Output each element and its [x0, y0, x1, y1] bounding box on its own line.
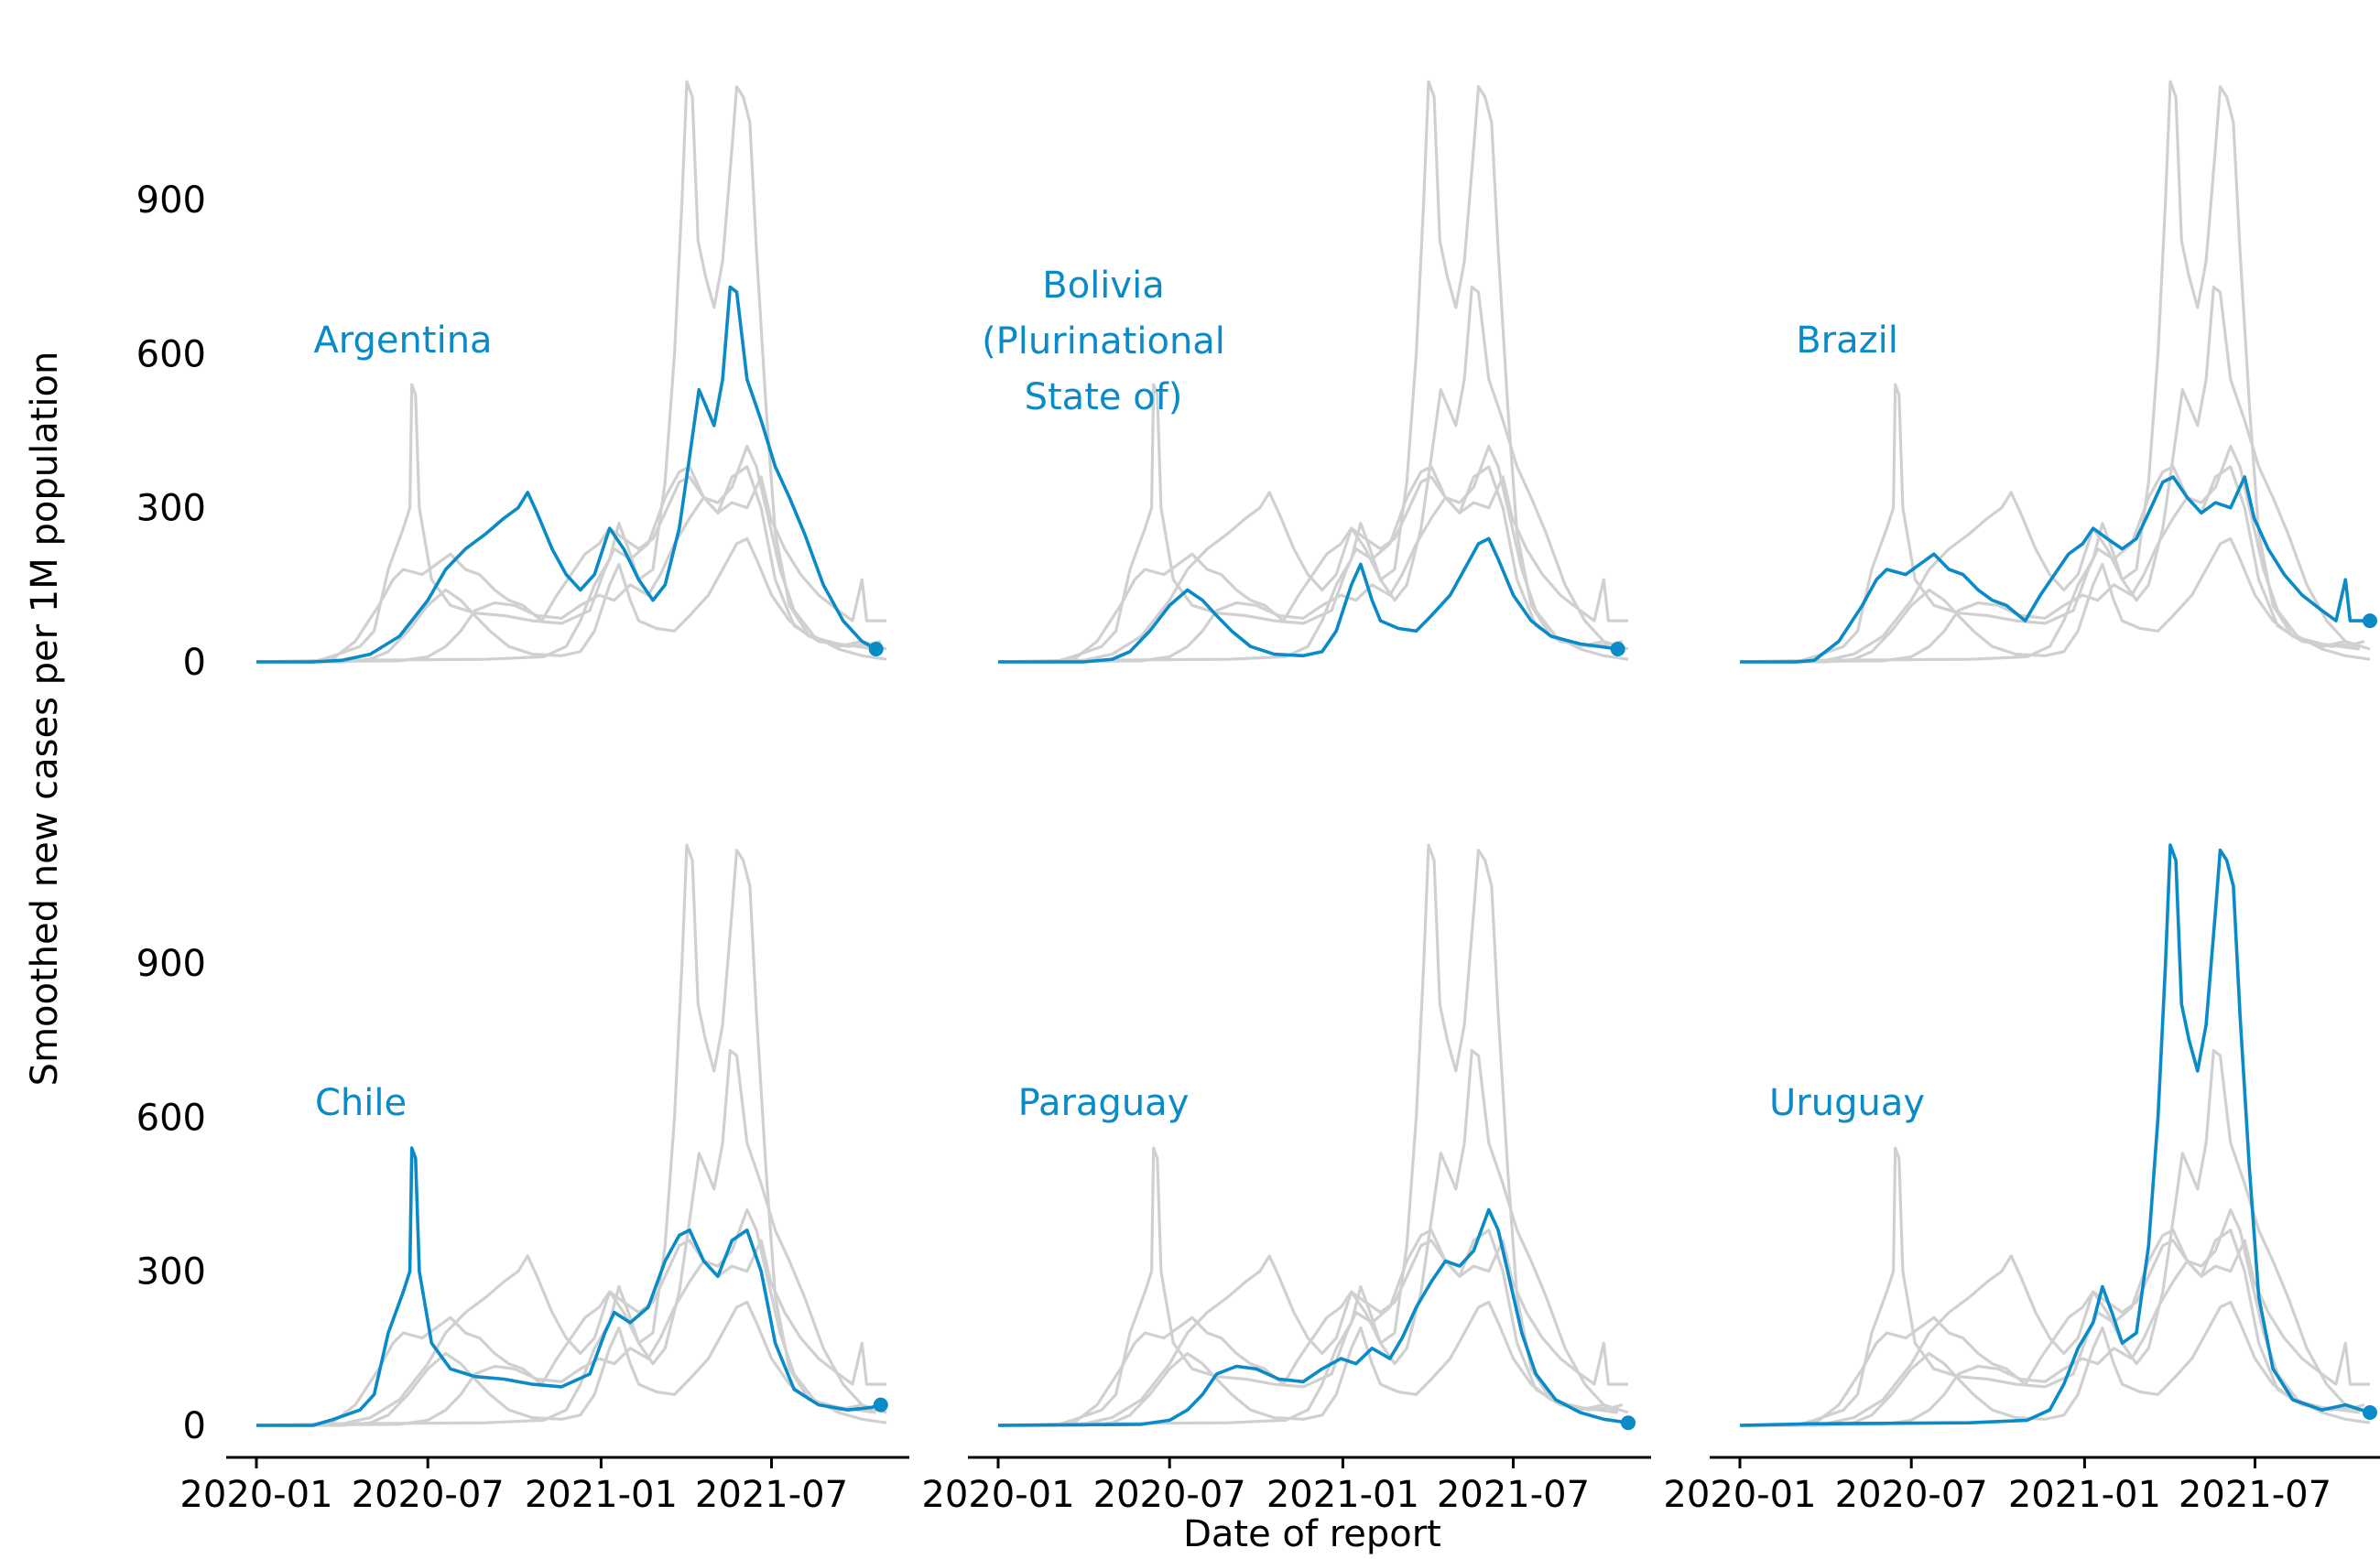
- axes: 0 300 600 900 0 300 600 900 2020-01 2020-07 2021-0…: [136, 179, 2380, 1516]
- context-line-paraguay: [1739, 1207, 2371, 1427]
- y-tick-label: 300: [136, 488, 206, 530]
- highlight-line-chile: [256, 1146, 882, 1427]
- x-tick-label: 2020-01: [179, 1474, 332, 1516]
- end-point-uruguay: [2363, 1405, 2377, 1420]
- y-tick-label: 0: [183, 1405, 206, 1447]
- context-line-chile: [998, 383, 1624, 664]
- context-line-paraguay: [255, 1207, 887, 1427]
- country-label-argentina: Argentina: [313, 319, 492, 362]
- y-tick-label: 0: [183, 642, 206, 684]
- panel-argentina: Argentina: [255, 80, 887, 664]
- y-tick-label: 900: [136, 943, 206, 985]
- panels: Argentina Bolivia (Plurinational State of) B…: [255, 80, 2377, 1431]
- context-line-paraguay: [255, 444, 887, 664]
- context-line-chile: [1740, 1146, 2365, 1427]
- x-tick-label: 2020-01: [921, 1474, 1074, 1516]
- highlight-line-uruguay: [1739, 843, 2371, 1427]
- y-tick-label: 600: [136, 1097, 206, 1139]
- country-label-paraguay: Paraguay: [1018, 1082, 1190, 1124]
- x-tick-label: 2020-07: [1093, 1474, 1246, 1516]
- highlight-line-paraguay: [997, 1207, 1629, 1427]
- end-point-paraguay: [1621, 1415, 1636, 1431]
- context-line-chile: [998, 1146, 1624, 1427]
- context-line-brazil: [1740, 1239, 2370, 1427]
- end-point-argentina: [868, 642, 884, 656]
- country-label-brazil: Brazil: [1796, 319, 1898, 362]
- context-line-uruguay: [255, 80, 887, 664]
- x-tick-label: 2020-07: [1835, 1474, 1988, 1516]
- country-label-uruguay: Uruguay: [1769, 1082, 1925, 1124]
- context-line-bolivia-plurinational-state-of: [256, 536, 876, 664]
- x-tick-label: 2021-01: [525, 1474, 678, 1516]
- end-point-chile: [873, 1397, 888, 1413]
- y-tick-label: 600: [136, 333, 206, 375]
- panel-brazil: Brazil: [1739, 80, 2377, 664]
- panel-chile: Chile: [255, 843, 888, 1427]
- context-line-brazil: [256, 1239, 886, 1427]
- country-label-bolivia-plurinational-state-of: Bolivia (Plurinational State of): [982, 265, 1225, 418]
- context-line-brazil: [998, 1239, 1628, 1427]
- panel-paraguay: Paraguay: [997, 843, 1636, 1431]
- context-line-bolivia-plurinational-state-of: [256, 1300, 876, 1427]
- context-line-bolivia-plurinational-state-of: [998, 1300, 1618, 1427]
- context-line-paraguay: [1739, 444, 2371, 664]
- context-line-paraguay: [997, 444, 1629, 664]
- highlight-line-bolivia-plurinational-state-of: [998, 536, 1618, 664]
- context-line-chile: [1740, 383, 2365, 664]
- context-line-bolivia-plurinational-state-of: [1740, 1300, 2360, 1427]
- highlight-line-brazil: [1740, 475, 2370, 664]
- x-tick-label: 2020-07: [352, 1474, 505, 1516]
- end-point-bolivia-plurinational-state-of: [1610, 642, 1625, 656]
- panel-bolivia-plurinational-state-of: Bolivia (Plurinational State of): [982, 80, 1629, 664]
- context-line-uruguay: [997, 80, 1629, 664]
- context-line-uruguay: [997, 843, 1629, 1427]
- x-axis-title: Date of report: [1183, 1513, 1441, 1555]
- context-line-uruguay: [255, 843, 887, 1427]
- highlight-line-argentina: [256, 285, 877, 664]
- x-tick-label: 2021-07: [2179, 1474, 2331, 1516]
- context-line-uruguay: [1739, 80, 2371, 664]
- x-tick-label: 2021-01: [1266, 1474, 1419, 1516]
- x-tick-label: 2021-07: [695, 1474, 848, 1516]
- x-tick-label: 2021-07: [1437, 1474, 1590, 1516]
- y-axis-title: Smoothed new cases per 1M population: [24, 352, 66, 1087]
- y-tick-label: 900: [136, 179, 206, 222]
- context-line-bolivia-plurinational-state-of: [1740, 536, 2360, 664]
- end-point-brazil: [2363, 613, 2377, 629]
- country-label-chile: Chile: [315, 1082, 407, 1124]
- x-tick-label: 2020-01: [1663, 1474, 1816, 1516]
- x-tick-label: 2021-01: [2008, 1474, 2161, 1516]
- y-tick-label: 300: [136, 1251, 206, 1294]
- context-line-brazil: [998, 475, 1628, 664]
- context-line-chile: [256, 383, 882, 664]
- panel-uruguay: Uruguay: [1739, 843, 2377, 1427]
